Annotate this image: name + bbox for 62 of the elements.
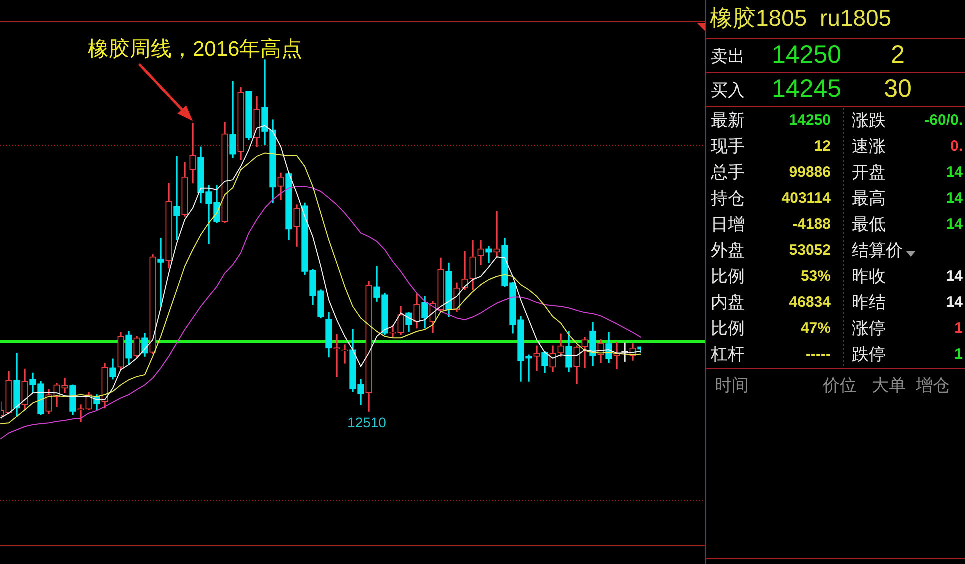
text: -4188	[792, 216, 831, 234]
candlestick	[190, 122, 196, 184]
candlestick	[622, 342, 628, 362]
text: 日增	[711, 215, 745, 235]
text: 结算价	[852, 241, 903, 261]
text: 14	[946, 164, 963, 182]
text: 53%	[800, 268, 831, 286]
text: 买入	[711, 81, 745, 101]
text: 昨收	[852, 267, 886, 287]
text: 47%	[800, 320, 831, 338]
text: 14250	[772, 41, 842, 70]
text: 涨跌	[852, 111, 886, 131]
candlestick	[158, 238, 164, 307]
text: 14	[946, 294, 963, 312]
text: 403114	[782, 190, 831, 208]
text: 比例	[711, 267, 745, 287]
candlestick	[62, 378, 68, 394]
text: 总手	[711, 163, 745, 183]
candlestick	[534, 346, 540, 371]
text: 1	[954, 346, 963, 364]
text: 涨停	[852, 319, 886, 339]
text: 14	[946, 268, 963, 286]
text: 现手	[711, 137, 745, 157]
text: 外盘	[711, 241, 745, 261]
text: 最新	[711, 111, 745, 131]
text: 最低	[852, 215, 886, 235]
text: 99886	[789, 164, 831, 182]
text: 0.	[950, 138, 963, 156]
text: 14250	[789, 112, 831, 130]
candlestick	[78, 404, 84, 422]
candlestick	[486, 246, 492, 264]
text: 14	[946, 216, 963, 234]
candlestick	[462, 251, 468, 290]
text: -----	[806, 346, 831, 364]
text: 14245	[772, 75, 842, 104]
text: 比例	[711, 319, 745, 339]
text: 橡胶1805 ru1805	[710, 5, 892, 32]
text: 昨结	[852, 293, 886, 313]
text: 速涨	[852, 137, 886, 157]
text: 持仓	[711, 189, 745, 209]
candlestick	[174, 156, 180, 240]
annotation: 12510	[348, 414, 387, 430]
text: 价位	[823, 376, 857, 396]
text: 内盘	[711, 293, 745, 313]
text: 杠杆	[711, 345, 745, 365]
text: 增仓	[916, 376, 950, 396]
candlestick	[334, 334, 340, 378]
text: 时间	[715, 376, 749, 396]
text: 大单	[872, 376, 906, 396]
text: 12	[814, 138, 831, 156]
text: 开盘	[852, 163, 886, 183]
text: 2	[891, 41, 905, 70]
text: 1	[954, 320, 963, 338]
text: 30	[884, 75, 912, 104]
text: 53052	[789, 242, 831, 260]
text: -60/0.	[924, 112, 963, 130]
text: 46834	[789, 294, 831, 312]
text: 14	[946, 190, 963, 208]
text: 卖出	[711, 47, 745, 67]
annotation: 橡胶周线，2016年高点	[88, 38, 303, 61]
text: 跌停	[852, 345, 886, 365]
text: 最高	[852, 189, 886, 209]
